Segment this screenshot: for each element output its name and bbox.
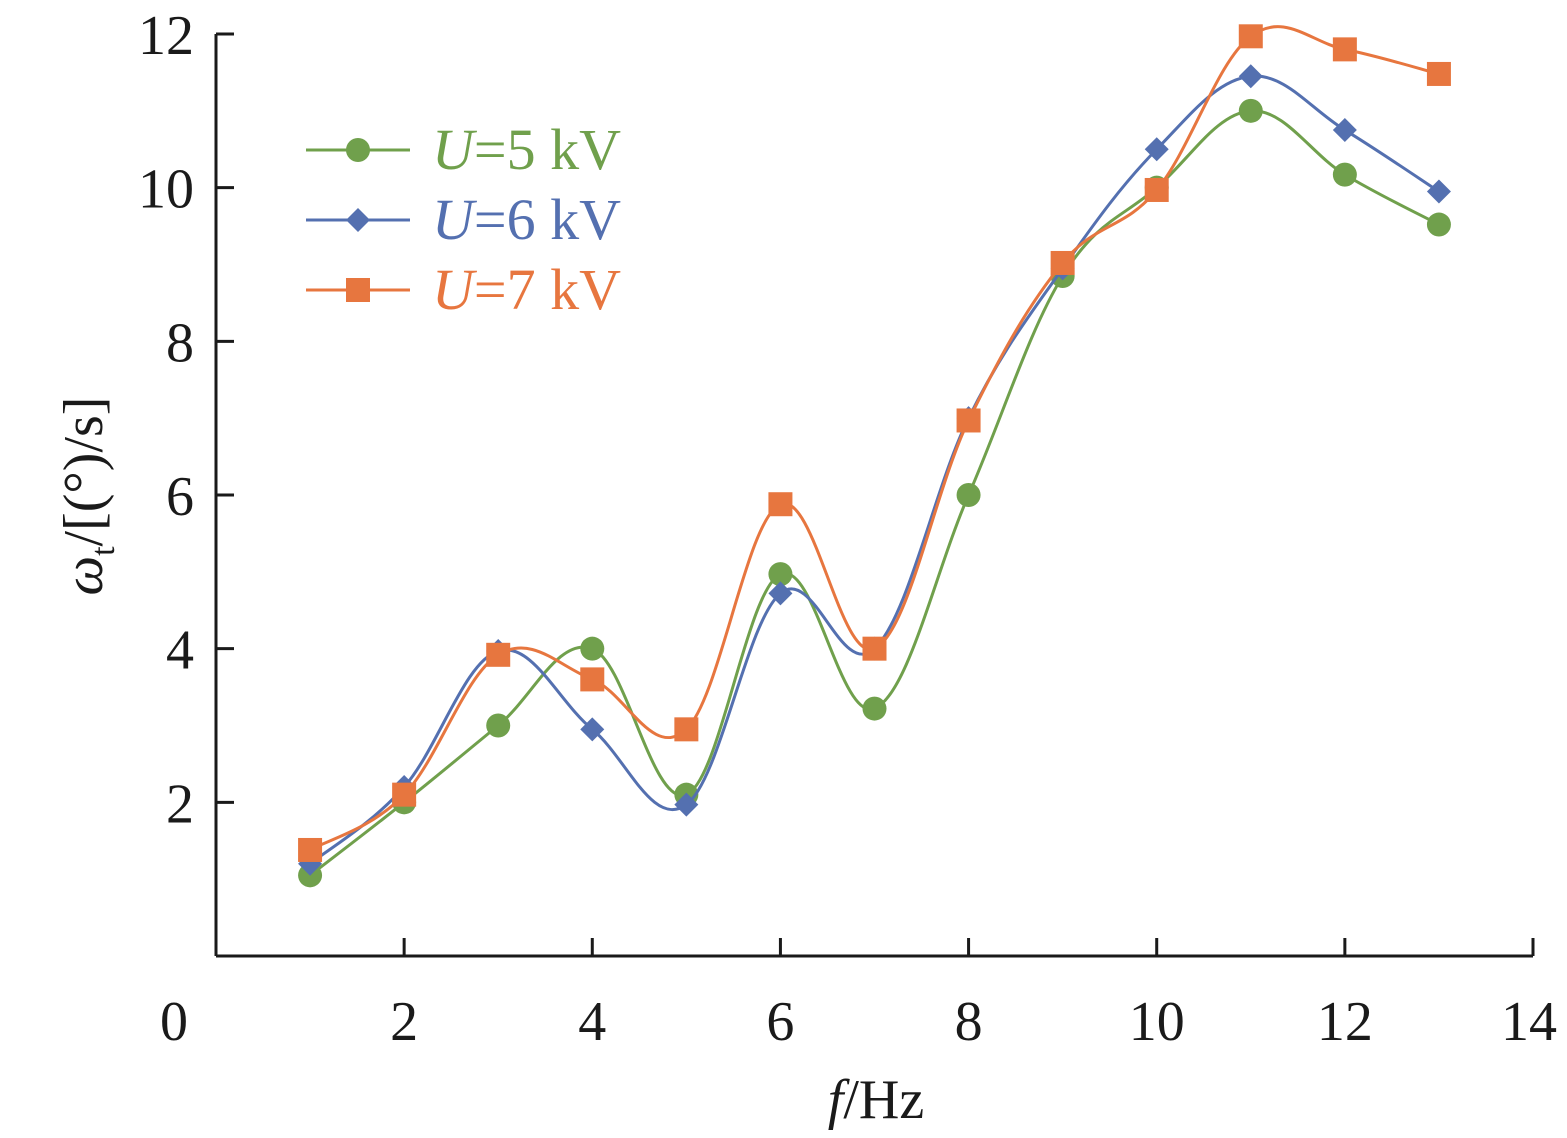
series-2 xyxy=(298,64,1451,876)
data-point xyxy=(1426,179,1451,204)
data-point xyxy=(486,642,511,667)
y-axis-title: ωt/[(°)/s] xyxy=(53,397,122,596)
y-axis-subscript: t xyxy=(85,546,122,556)
data-point xyxy=(956,408,981,433)
legend: U=5 kVU=6 kVU=7 kV xyxy=(306,117,621,322)
data-point xyxy=(768,581,793,606)
data-point xyxy=(298,837,323,862)
legend-label: U=6 kV xyxy=(432,187,621,252)
data-point xyxy=(862,636,887,661)
data-point xyxy=(392,782,417,807)
x-tick-label: 12 xyxy=(1317,991,1373,1053)
legend-marker xyxy=(346,208,370,232)
legend-label-value: =5 kV xyxy=(474,117,621,182)
data-point xyxy=(486,713,511,738)
data-point xyxy=(956,483,981,507)
axes: 2 4 6 8 10 12 0 2 4 6 8 10 12 14 xyxy=(138,5,1557,1053)
data-point xyxy=(768,562,793,587)
legend-marker xyxy=(346,278,370,302)
axis-titles: f/Hz ωt/[(°)/s] xyxy=(53,397,924,1131)
data-point xyxy=(580,636,605,661)
legend-label: U=5 kV xyxy=(432,117,621,182)
data-point xyxy=(674,717,699,742)
legend-label-variable: U xyxy=(432,117,478,182)
x-axis-unit: /Hz xyxy=(843,1069,924,1131)
data-point xyxy=(1332,37,1357,62)
y-tick-label: 2 xyxy=(166,773,194,835)
data-point xyxy=(1144,137,1169,162)
legend-marker xyxy=(346,138,370,162)
x-axis-title: f/Hz xyxy=(828,1069,924,1131)
y-tick-label: 4 xyxy=(166,620,194,682)
series-3 xyxy=(298,24,1451,862)
x-tick-label: 14 xyxy=(1501,991,1557,1053)
x-tick-label: 2 xyxy=(390,991,418,1053)
legend-label-value: =6 kV xyxy=(474,187,621,252)
x-tick-label: 0 xyxy=(160,991,188,1053)
legend-label-variable: U xyxy=(432,257,478,322)
y-tick-label: 12 xyxy=(138,5,194,67)
data-point xyxy=(1426,212,1451,237)
data-point xyxy=(674,792,699,817)
y-axis-unit: /[(°)/s] xyxy=(53,397,115,547)
y-tick-label: 6 xyxy=(166,466,194,528)
x-tick-label: 4 xyxy=(578,991,606,1053)
legend-item: U=7 kV xyxy=(306,257,621,322)
legend-label-variable: U xyxy=(432,187,478,252)
y-tick-label: 8 xyxy=(166,312,194,374)
data-point xyxy=(580,667,605,692)
data-point xyxy=(1144,177,1169,202)
data-point xyxy=(1238,24,1263,49)
data-point xyxy=(1050,250,1075,275)
x-tick-label: 8 xyxy=(955,991,983,1053)
y-tick-label: 10 xyxy=(138,159,194,221)
legend-item: U=6 kV xyxy=(306,187,621,252)
legend-label: U=7 kV xyxy=(432,257,621,322)
data-point xyxy=(1332,118,1357,143)
data-point xyxy=(1332,162,1357,187)
data-point xyxy=(580,717,605,742)
data-point xyxy=(862,696,887,721)
y-axis-variable: ω xyxy=(53,556,115,596)
data-point xyxy=(1238,98,1263,123)
data-point xyxy=(768,492,793,517)
data-point xyxy=(1238,64,1263,89)
legend-label-value: =7 kV xyxy=(474,257,621,322)
legend-item: U=5 kV xyxy=(306,117,621,182)
series-layer xyxy=(298,24,1451,888)
x-tick-label: 6 xyxy=(766,991,794,1053)
data-point xyxy=(1426,61,1451,86)
x-tick-label: 10 xyxy=(1129,991,1185,1053)
